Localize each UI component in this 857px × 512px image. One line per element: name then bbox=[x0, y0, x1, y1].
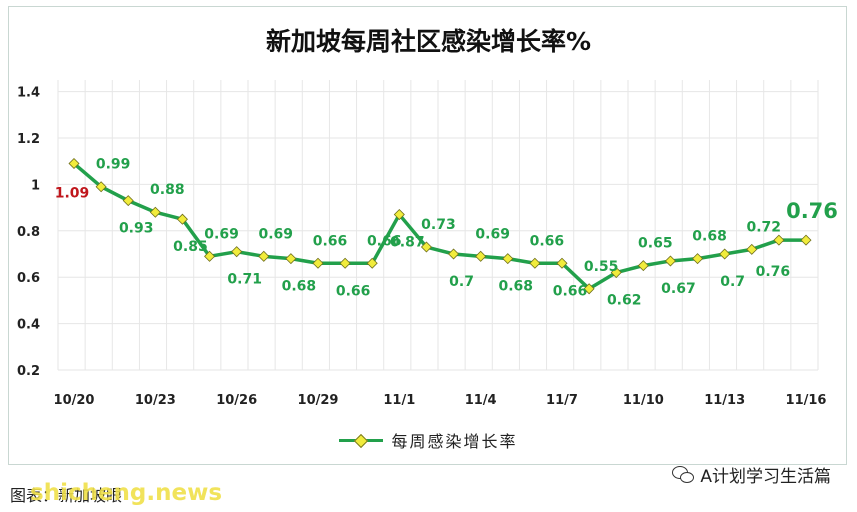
x-tick-label: 11/13 bbox=[704, 393, 745, 408]
data-point-marker bbox=[719, 248, 731, 260]
data-label: 0.66 bbox=[336, 283, 371, 299]
footer-account: A计划学习生活篇 bbox=[672, 462, 831, 487]
data-point-marker bbox=[366, 257, 378, 269]
data-label: 0.93 bbox=[119, 221, 154, 237]
footer-source: 图表：新加坡眼 bbox=[10, 486, 123, 505]
data-point-marker bbox=[583, 283, 595, 295]
y-tick-label: 0.4 bbox=[17, 318, 40, 333]
y-tick-label: 1 bbox=[31, 178, 40, 193]
series-line bbox=[72, 162, 806, 291]
chart-frame bbox=[8, 6, 847, 465]
data-label: 0.55 bbox=[584, 259, 619, 275]
data-point-marker bbox=[258, 250, 270, 262]
x-tick-label: 10/23 bbox=[135, 393, 176, 408]
x-tick-label: 11/4 bbox=[465, 393, 497, 408]
data-label: 0.67 bbox=[661, 281, 696, 297]
y-tick-label: 1.2 bbox=[17, 132, 40, 147]
data-point-marker bbox=[773, 234, 785, 246]
data-label: 0.69 bbox=[204, 226, 239, 242]
y-tick-label: 0.2 bbox=[17, 364, 40, 379]
data-point-marker bbox=[692, 253, 704, 265]
data-point-marker bbox=[149, 206, 161, 218]
data-point-marker bbox=[420, 241, 432, 253]
data-point-marker bbox=[664, 255, 676, 267]
chart-title: 新加坡每周社区感染增长率% bbox=[265, 27, 592, 56]
data-point-marker bbox=[448, 248, 460, 260]
x-tick-label: 11/10 bbox=[623, 393, 664, 408]
data-label: 0.68 bbox=[282, 279, 317, 295]
data-label: 0.87 bbox=[390, 235, 425, 251]
y-tick-label: 1.4 bbox=[17, 86, 40, 101]
data-label: 0.66 bbox=[553, 283, 588, 299]
data-label: 0.68 bbox=[692, 229, 727, 245]
data-label: 0.69 bbox=[259, 226, 294, 242]
wechat-icon bbox=[672, 465, 695, 484]
data-label: 0.66 bbox=[530, 233, 565, 249]
data-point-marker bbox=[610, 267, 622, 279]
data-point-marker bbox=[68, 158, 80, 170]
data-label: 0.73 bbox=[421, 217, 456, 233]
data-point-marker bbox=[122, 195, 134, 207]
x-tick-label: 11/7 bbox=[546, 393, 578, 408]
y-tick-label: 0.6 bbox=[17, 271, 40, 286]
watermark-text: shicheng.news bbox=[30, 480, 223, 506]
data-label: 0.66 bbox=[367, 233, 402, 249]
data-label: 0.69 bbox=[475, 226, 510, 242]
data-point-marker bbox=[746, 243, 758, 255]
footer-account-name: A计划学习生活篇 bbox=[700, 467, 831, 487]
data-point-marker bbox=[502, 253, 514, 265]
data-point-marker bbox=[312, 257, 324, 269]
data-point-marker bbox=[393, 209, 405, 221]
data-point-marker bbox=[95, 181, 107, 193]
data-point-marker bbox=[800, 234, 812, 246]
data-label: 0.99 bbox=[96, 157, 131, 173]
legend-series-name: 每周感染增长率 bbox=[391, 432, 518, 451]
y-tick-label: 0.8 bbox=[17, 225, 40, 240]
data-label: 0.71 bbox=[227, 272, 262, 288]
data-label: 0.7 bbox=[449, 274, 474, 290]
x-tick-label: 10/29 bbox=[298, 393, 339, 408]
data-point-marker bbox=[231, 246, 243, 258]
data-point-marker bbox=[339, 257, 351, 269]
data-point-marker bbox=[637, 260, 649, 272]
data-label: 0.76 bbox=[756, 264, 791, 280]
x-tick-label: 11/1 bbox=[383, 393, 415, 408]
chart-legend: 每周感染增长率 bbox=[0, 428, 857, 452]
data-label: 0.72 bbox=[747, 219, 782, 235]
data-label: 0.76 bbox=[786, 199, 838, 223]
data-point-marker bbox=[556, 257, 568, 269]
data-point-marker bbox=[529, 257, 541, 269]
data-label: 1.09 bbox=[55, 186, 90, 202]
data-label: 0.88 bbox=[150, 182, 185, 198]
x-tick-label: 10/26 bbox=[216, 393, 257, 408]
data-label: 0.68 bbox=[499, 279, 534, 295]
legend-line-icon bbox=[339, 433, 384, 449]
data-point-marker bbox=[176, 213, 188, 225]
data-point-marker bbox=[285, 253, 297, 265]
x-tick-label: 10/20 bbox=[54, 393, 95, 408]
data-point-marker bbox=[475, 250, 487, 262]
data-label: 0.7 bbox=[720, 274, 745, 290]
data-point-marker bbox=[204, 250, 216, 262]
data-label: 0.62 bbox=[607, 293, 642, 309]
x-tick-label: 11/16 bbox=[786, 393, 827, 408]
data-label: 0.66 bbox=[313, 233, 348, 249]
data-label: 0.85 bbox=[173, 239, 208, 255]
data-label: 0.65 bbox=[638, 236, 673, 252]
